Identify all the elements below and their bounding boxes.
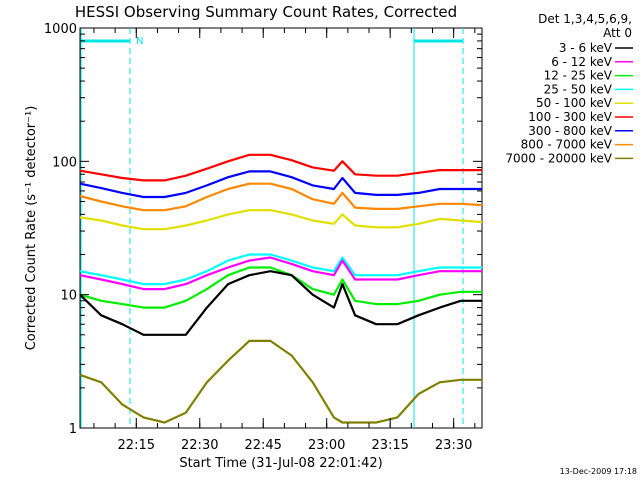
x-axis-label: Start Time (31-Jul-08 22:01:42) <box>179 456 382 471</box>
legend-label: 800 - 7000 keV <box>521 138 613 152</box>
legend-label: 300 - 800 keV <box>528 124 612 138</box>
legend-label: 25 - 50 keV <box>544 82 613 96</box>
series-line-2 <box>79 256 482 291</box>
y-axis: 1 10 100 1000 <box>44 22 482 437</box>
x-tick-label: 22:45 <box>244 438 281 453</box>
footer-date: 13-Dec-2009 17:18 <box>560 467 637 476</box>
legend-label: 3 - 6 keV <box>559 41 613 55</box>
y-tick-label: 1000 <box>44 22 77 37</box>
y-axis-label: Corrected Count Rate (s⁻¹ detector⁻¹) <box>24 106 39 351</box>
series-line-1 <box>79 270 482 336</box>
series-line-6 <box>79 153 482 182</box>
plot-area <box>79 27 483 429</box>
night-markers: N <box>80 28 464 428</box>
y-tick-label: 1 <box>69 422 77 437</box>
y-tick-label: 10 <box>60 289 77 304</box>
x-tick-label: 23:30 <box>435 438 472 453</box>
x-tick-label: 22:15 <box>118 438 155 453</box>
x-tick-label: 23:00 <box>308 438 345 453</box>
legend-title-line-2: Att 0 <box>603 26 632 40</box>
series-layer <box>79 153 483 424</box>
series-line-8 <box>79 182 483 212</box>
legend-label: 12 - 25 keV <box>544 69 613 83</box>
legend-label: 7000 - 20000 keV <box>505 151 612 165</box>
x-tick-label: 23:15 <box>371 438 408 453</box>
plot-frame <box>79 27 483 429</box>
series-line-5 <box>79 209 483 231</box>
legend-label: 100 - 300 keV <box>528 110 612 124</box>
night-marker-label: N <box>136 36 143 47</box>
legend-label: 6 - 12 keV <box>551 55 613 69</box>
legend-label: 50 - 100 keV <box>536 96 613 110</box>
series-line-7 <box>79 170 482 199</box>
series-line-4 <box>79 253 482 286</box>
x-tick-label: 22:30 <box>181 438 218 453</box>
legend-title-line-1: Det 1,3,4,5,6,9, <box>538 12 632 26</box>
series-line-9 <box>79 339 482 424</box>
chart-title: HESSI Observing Summary Count Rates, Cor… <box>75 3 457 21</box>
y-tick-label: 100 <box>52 155 77 170</box>
x-axis: 22:15 22:30 22:45 23:00 23:15 23:30 <box>93 28 476 453</box>
